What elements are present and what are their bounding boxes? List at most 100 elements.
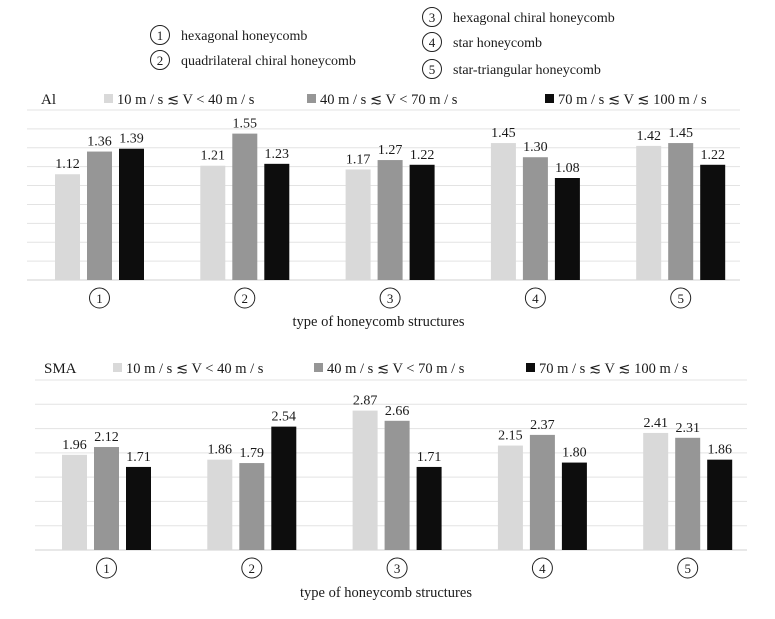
- bar: [416, 466, 442, 550]
- legend-swatch-icon: [314, 363, 323, 372]
- structure-legend-item: 3 hexagonal chiral honeycomb: [422, 7, 615, 27]
- data-label: 2.54: [272, 410, 297, 425]
- chart-title: SMA: [44, 361, 77, 377]
- chart-title: Al: [41, 92, 56, 108]
- bar: [561, 462, 587, 550]
- data-label: 1.42: [636, 129, 661, 144]
- data-label: 1.27: [378, 143, 403, 158]
- number-circle-icon: [422, 7, 442, 27]
- category-circle-icon: [386, 557, 408, 579]
- data-label: 1.80: [562, 446, 587, 461]
- x-tick-label: 4: [532, 291, 539, 306]
- number-circle-icon: [422, 32, 442, 52]
- category-circle-icon: [234, 287, 256, 309]
- number-circle-icon: [150, 25, 170, 45]
- data-label: 1.71: [417, 450, 442, 465]
- bar: [668, 143, 694, 280]
- x-tick-label: 5: [684, 561, 691, 576]
- bar: [119, 148, 144, 280]
- data-label: 1.39: [119, 132, 144, 147]
- category-circle-icon: [96, 557, 117, 579]
- x-axis-label: type of honeycomb structures: [300, 585, 472, 601]
- legend-swatch-icon: [307, 94, 316, 103]
- data-label: 1.22: [410, 148, 435, 163]
- data-label: 1.22: [700, 148, 725, 163]
- data-label: 2.87: [353, 394, 378, 409]
- structure-legend-item: 4 star honeycomb: [422, 32, 542, 52]
- bar: [707, 459, 733, 550]
- data-label: 2.12: [94, 430, 119, 445]
- data-label: 2.31: [675, 421, 700, 436]
- data-label: 1.96: [62, 438, 87, 453]
- data-label: 1.12: [55, 157, 80, 172]
- bar: [55, 174, 80, 280]
- category-circle-icon: [379, 287, 401, 309]
- category-circle-icon: [531, 557, 553, 579]
- bar: [94, 447, 119, 550]
- bar: [554, 178, 580, 280]
- data-label: 1.21: [201, 149, 226, 164]
- legend-swatch-icon: [113, 363, 122, 372]
- data-label: 2.66: [385, 404, 410, 419]
- bar: [239, 463, 265, 550]
- bar: [377, 160, 403, 280]
- legend-label: hexagonal chiral honeycomb: [453, 11, 615, 26]
- category-circle-icon: [89, 287, 110, 309]
- x-tick-label: 3: [387, 291, 394, 306]
- number-circle-icon: [422, 59, 442, 79]
- data-label: 1.86: [208, 443, 233, 458]
- legend-label: 40 m / s ≲ V < 70 m / s: [320, 92, 458, 108]
- bar: [490, 143, 516, 280]
- legend-label: star honeycomb: [453, 36, 542, 51]
- data-label: 1.17: [346, 153, 371, 168]
- x-tick-label: 4: [539, 561, 546, 576]
- data-label: 1.71: [126, 450, 151, 465]
- bar: [700, 164, 726, 280]
- category-circle-icon: [241, 557, 263, 579]
- legend-number: 1: [157, 28, 164, 43]
- data-label: 1.79: [240, 446, 265, 461]
- legend-label: hexagonal honeycomb: [181, 29, 307, 44]
- data-label: 2.41: [643, 416, 668, 431]
- data-label: 1.55: [233, 117, 258, 132]
- data-label: 1.86: [707, 443, 732, 458]
- x-tick-label: 1: [103, 561, 110, 576]
- legend-number: 2: [157, 53, 164, 68]
- category-circle-icon: [677, 557, 699, 579]
- bar: [87, 151, 112, 280]
- legend-label: 10 m / s ≲ V < 40 m / s: [117, 92, 255, 108]
- structure-legend-item: 5 star-triangular honeycomb: [422, 59, 601, 79]
- data-label: 2.15: [498, 429, 523, 444]
- bar: [384, 420, 410, 550]
- legend-label: star-triangular honeycomb: [453, 63, 601, 78]
- bar: [200, 165, 226, 280]
- data-label: 1.45: [668, 126, 693, 141]
- bar: [643, 432, 669, 550]
- bar: [409, 164, 435, 280]
- bar: [62, 454, 87, 550]
- x-tick-label: 5: [677, 291, 684, 306]
- data-label: 1.36: [87, 135, 112, 150]
- legend-number: 4: [429, 35, 436, 50]
- structure-legend-item: 1 hexagonal honeycomb: [150, 25, 307, 45]
- category-circle-icon: [670, 287, 692, 309]
- number-circle-icon: [150, 50, 170, 70]
- x-tick-label: 1: [96, 291, 103, 306]
- legend-label: 70 m / s ≲ V ≲ 100 m / s: [558, 92, 707, 108]
- category-circle-icon: [524, 287, 546, 309]
- bar: [636, 145, 662, 280]
- bar: [497, 445, 523, 550]
- x-axis-label: type of honeycomb structures: [293, 314, 465, 330]
- data-label: 1.23: [265, 147, 290, 162]
- legend-number: 3: [429, 10, 436, 25]
- bar: [271, 426, 297, 550]
- legend-number: 5: [429, 62, 436, 77]
- bar: [207, 459, 233, 550]
- x-tick-label: 2: [249, 561, 256, 576]
- legend-swatch-icon: [545, 94, 554, 103]
- legend-label: 40 m / s ≲ V < 70 m / s: [327, 361, 465, 377]
- legend-label: quadrilateral chiral honeycomb: [181, 54, 356, 69]
- x-tick-label: 2: [242, 291, 249, 306]
- legend-label: 70 m / s ≲ V ≲ 100 m / s: [539, 361, 688, 377]
